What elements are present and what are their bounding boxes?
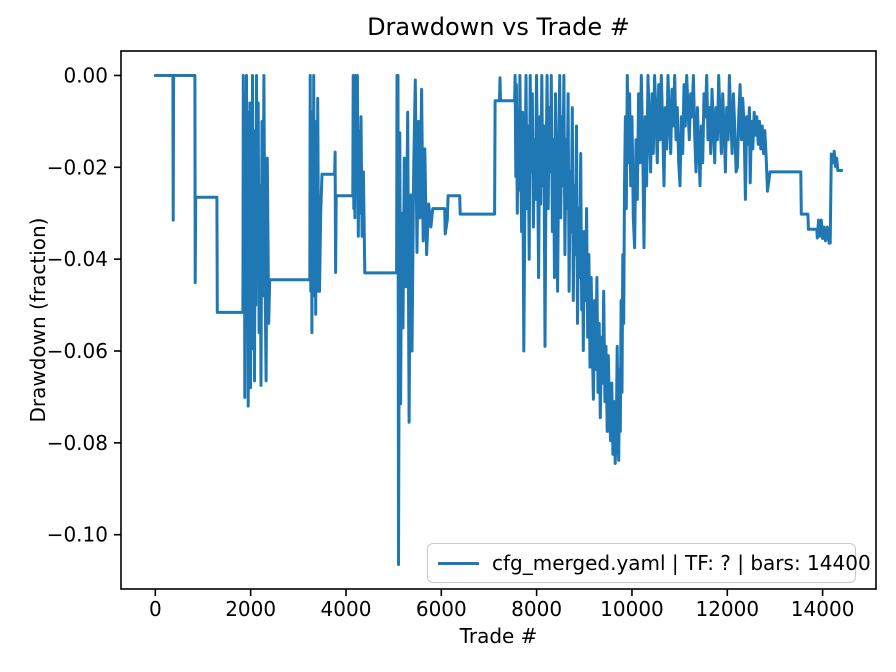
axes-frame [120, 50, 877, 590]
y-tick-label: −0.08 [47, 431, 108, 455]
legend-label: cfg_merged.yaml | TF: ? | bars: 14400 [492, 551, 871, 575]
y-axis-label: Drawdown (fraction) [26, 217, 50, 423]
y-tick-label: −0.10 [47, 523, 108, 547]
x-tick-label: 10000 [600, 597, 664, 621]
drawdown-series-line [153, 74, 844, 566]
x-tick-label: 8000 [511, 597, 562, 621]
x-tick-label: 6000 [416, 597, 467, 621]
x-tick-label: 2000 [225, 597, 276, 621]
y-tick-label: −0.06 [47, 339, 108, 363]
x-tick-label: 4000 [321, 597, 372, 621]
y-tick-label: −0.04 [47, 247, 108, 271]
y-tick-label: −0.02 [47, 155, 108, 179]
y-tick-label: 0.00 [63, 63, 108, 87]
x-axis-label: Trade # [459, 624, 538, 648]
x-tick-label: 0 [149, 597, 162, 621]
x-tick-label: 12000 [695, 597, 759, 621]
legend-line-sample [438, 561, 479, 565]
chart-title: Drawdown vs Trade # [367, 13, 630, 41]
x-tick-label: 14000 [791, 597, 855, 621]
legend: cfg_merged.yaml | TF: ? | bars: 14400 [427, 543, 871, 583]
